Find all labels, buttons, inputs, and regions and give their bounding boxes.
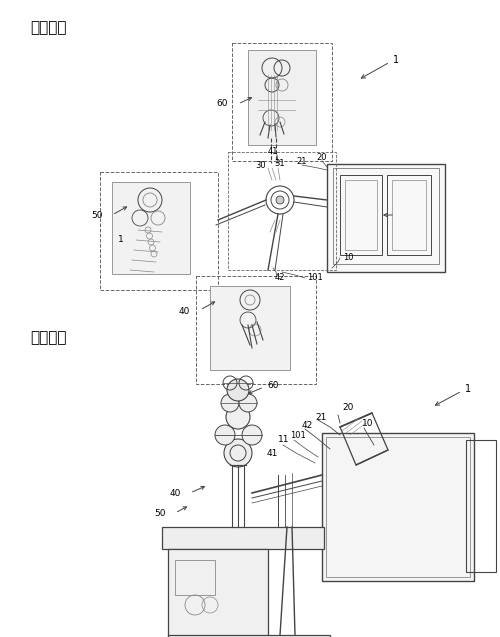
Bar bbox=[333, 168, 439, 264]
Bar bbox=[100, 172, 218, 290]
Text: 101: 101 bbox=[307, 273, 323, 282]
Bar bbox=[168, 635, 330, 637]
Text: 101: 101 bbox=[290, 431, 306, 440]
Circle shape bbox=[226, 405, 250, 429]
Circle shape bbox=[224, 439, 252, 467]
Text: 【図２】: 【図２】 bbox=[30, 331, 66, 345]
Text: 11: 11 bbox=[278, 436, 289, 445]
Text: 【図１】: 【図１】 bbox=[30, 20, 66, 36]
Bar bbox=[196, 276, 316, 384]
Circle shape bbox=[239, 394, 257, 412]
Bar bbox=[322, 433, 474, 581]
Bar bbox=[466, 440, 496, 572]
Bar bbox=[345, 180, 377, 250]
Text: 1: 1 bbox=[465, 384, 471, 394]
Text: 31: 31 bbox=[274, 159, 285, 168]
Bar bbox=[248, 50, 316, 145]
Bar bbox=[175, 560, 215, 595]
Text: 20: 20 bbox=[317, 154, 327, 162]
Circle shape bbox=[276, 196, 284, 204]
Text: 1: 1 bbox=[393, 55, 399, 65]
Bar bbox=[387, 175, 431, 255]
Text: 60: 60 bbox=[267, 382, 278, 390]
Circle shape bbox=[227, 379, 249, 401]
Bar bbox=[340, 175, 382, 255]
Text: 30: 30 bbox=[256, 162, 266, 171]
Text: 60: 60 bbox=[216, 99, 228, 108]
Text: 21: 21 bbox=[315, 413, 326, 422]
Bar bbox=[210, 286, 290, 370]
Bar bbox=[392, 180, 426, 250]
Text: 40: 40 bbox=[170, 489, 181, 499]
Text: 40: 40 bbox=[178, 306, 190, 315]
Circle shape bbox=[221, 394, 239, 412]
Text: 21: 21 bbox=[297, 157, 307, 166]
Bar bbox=[112, 182, 190, 274]
Text: 20: 20 bbox=[342, 403, 353, 412]
Text: 50: 50 bbox=[154, 510, 166, 519]
Bar bbox=[228, 152, 336, 270]
Text: 10: 10 bbox=[362, 419, 374, 427]
Bar bbox=[326, 437, 470, 577]
Text: 10: 10 bbox=[343, 254, 353, 262]
Text: 50: 50 bbox=[92, 211, 103, 220]
Text: 42: 42 bbox=[275, 273, 285, 282]
Text: 42: 42 bbox=[302, 420, 313, 429]
Text: 41: 41 bbox=[268, 148, 278, 157]
Bar bbox=[168, 549, 268, 637]
Text: 1: 1 bbox=[118, 236, 124, 245]
Bar bbox=[327, 164, 445, 272]
Circle shape bbox=[215, 425, 235, 445]
Text: 41: 41 bbox=[266, 448, 278, 457]
Bar bbox=[162, 527, 324, 549]
Circle shape bbox=[242, 425, 262, 445]
Bar bbox=[232, 43, 332, 161]
